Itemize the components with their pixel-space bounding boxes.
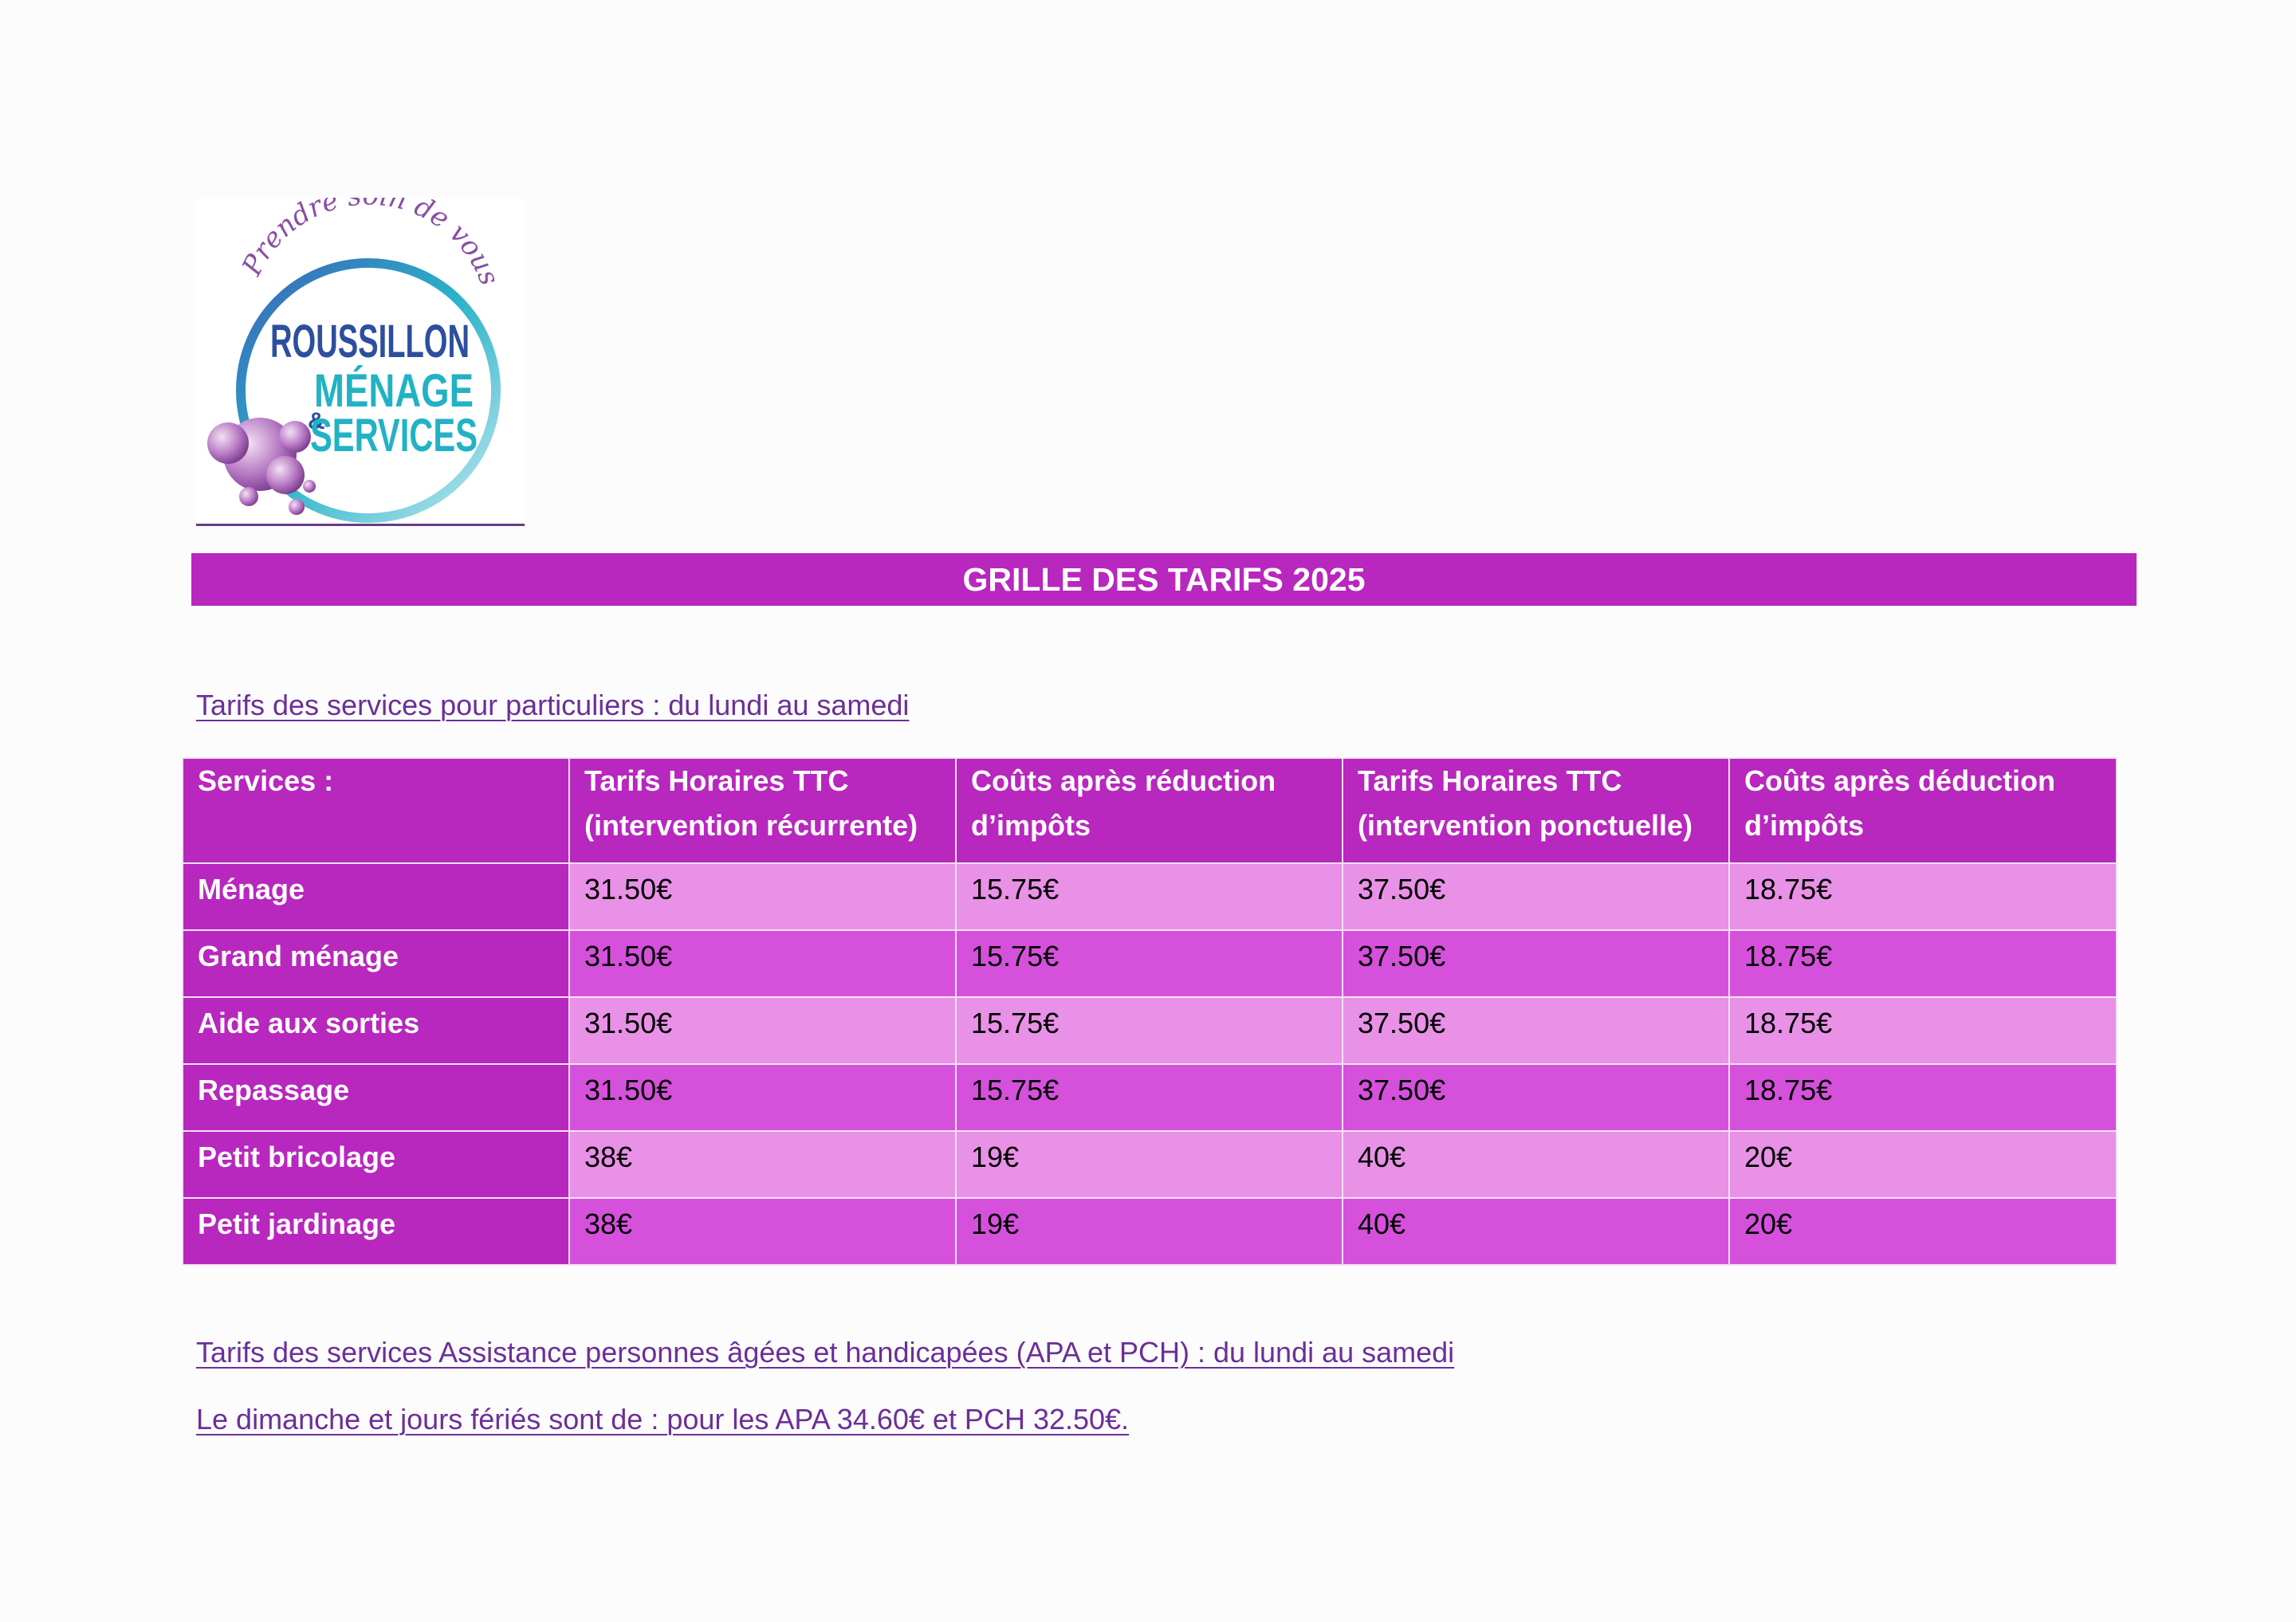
logo-bubbles-icon	[207, 418, 316, 515]
logo-line2: MÉNAGE	[314, 365, 474, 417]
table-row: Grand ménage 31.50€ 15.75€ 37.50€ 18.75€	[182, 929, 2117, 998]
table-row: Aide aux sorties 31.50€ 15.75€ 37.50€ 18…	[182, 996, 2117, 1065]
price-cell: 40€	[1342, 1130, 1730, 1199]
logo-line3: SERVICES	[310, 410, 478, 461]
service-name: Repassage	[182, 1063, 570, 1132]
price-cell: 37.50€	[1342, 862, 1730, 931]
table-header-row: Services : Tarifs Horaires TTC (intervent…	[182, 757, 2117, 864]
price-cell: 31.50€	[568, 862, 957, 931]
table-row: Ménage 31.50€ 15.75€ 37.50€ 18.75€	[182, 862, 2117, 931]
table-row: Petit bricolage 38€ 19€ 40€ 20€	[182, 1130, 2117, 1199]
price-cell: 15.75€	[955, 1063, 1343, 1132]
price-cell: 18.75€	[1728, 862, 2117, 931]
price-cell: 18.75€	[1728, 996, 2117, 1065]
price-cell: 37.50€	[1342, 1063, 1730, 1132]
price-cell: 31.50€	[568, 929, 957, 998]
price-cell: 20€	[1728, 1197, 2117, 1266]
header-services: Services :	[182, 757, 570, 864]
price-cell: 38€	[568, 1130, 957, 1199]
header-tarif-ponctuelle: Tarifs Horaires TTC (intervention ponctue…	[1342, 757, 1730, 864]
section-note-dimanche[interactable]: Le dimanche et jours fériés sont de : po…	[196, 1403, 1130, 1435]
table-row: Repassage 31.50€ 15.75€ 37.50€ 18.75€	[182, 1063, 2117, 1132]
price-cell: 19€	[955, 1197, 1343, 1266]
price-cell: 18.75€	[1728, 1063, 2117, 1132]
price-cell: 15.75€	[955, 862, 1343, 931]
logo-ampersand: &	[308, 408, 325, 434]
header-cout-deduction: Coûts après déduction d’impôts	[1728, 757, 2117, 864]
price-cell: 37.50€	[1342, 929, 1730, 998]
header-cout-reduction: Coûts après réduction d’impôts	[955, 757, 1343, 864]
logo-line1: ROUSSILLON	[270, 316, 470, 367]
price-cell: 15.75€	[955, 929, 1343, 998]
section-heading-particuliers[interactable]: Tarifs des services pour particuliers : …	[196, 689, 910, 721]
price-cell: 20€	[1728, 1130, 2117, 1199]
price-cell: 37.50€	[1342, 996, 1730, 1065]
service-name: Petit bricolage	[182, 1130, 570, 1199]
service-name: Petit jardinage	[182, 1197, 570, 1266]
service-name: Grand ménage	[182, 929, 570, 998]
price-cell: 38€	[568, 1197, 957, 1266]
service-name: Aide aux sorties	[182, 996, 570, 1065]
price-cell: 40€	[1342, 1197, 1730, 1266]
page-title: GRILLE DES TARIFS 2025	[962, 560, 1366, 598]
price-cell: 31.50€	[568, 996, 957, 1065]
tariff-table: Services : Tarifs Horaires TTC (intervent…	[182, 757, 2117, 1266]
page-title-banner: GRILLE DES TARIFS 2025	[191, 553, 2137, 606]
header-tarif-recurrente: Tarifs Horaires TTC (intervention récurre…	[568, 757, 957, 864]
price-cell: 18.75€	[1728, 929, 2117, 998]
service-name: Ménage	[182, 862, 570, 931]
company-logo: Prendre soin de vous ROUSSILLON MÉNAGE &…	[196, 198, 525, 524]
price-cell: 19€	[955, 1130, 1343, 1199]
table-row: Petit jardinage 38€ 19€ 40€ 20€	[182, 1197, 2117, 1266]
price-cell: 15.75€	[955, 996, 1343, 1065]
logo-underline	[196, 524, 525, 526]
price-cell: 31.50€	[568, 1063, 957, 1132]
section-heading-apa-pch[interactable]: Tarifs des services Assistance personnes…	[196, 1336, 1455, 1369]
